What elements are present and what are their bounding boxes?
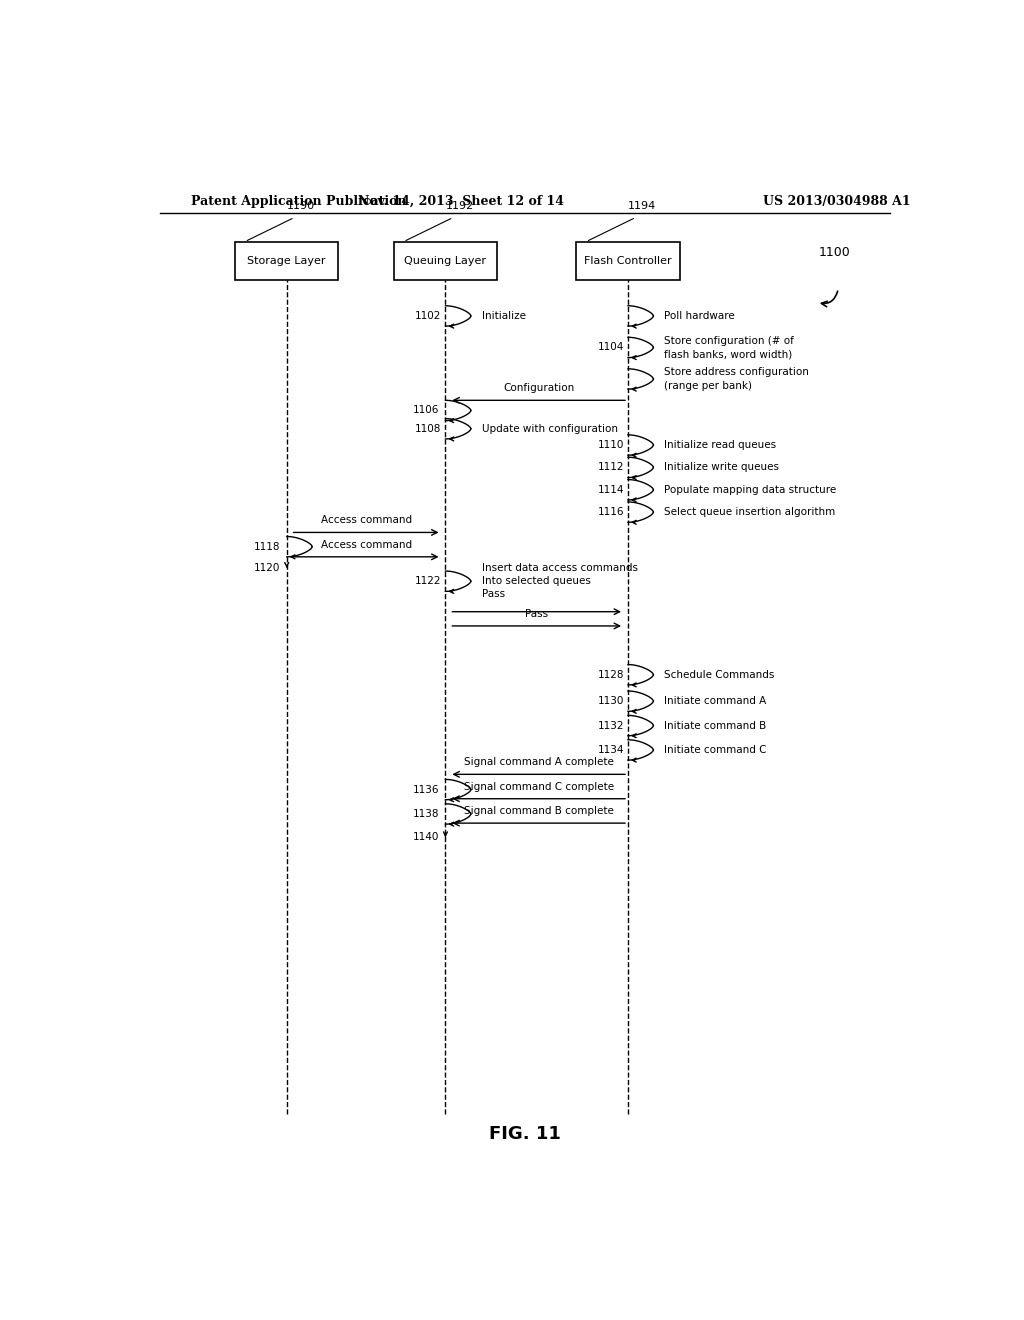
Text: 1192: 1192 — [445, 201, 474, 211]
FancyBboxPatch shape — [394, 242, 497, 280]
Text: Initiate command B: Initiate command B — [665, 721, 767, 730]
Text: Select queue insertion algorithm: Select queue insertion algorithm — [665, 507, 836, 517]
Text: Flash Controller: Flash Controller — [584, 256, 672, 267]
Text: FIG. 11: FIG. 11 — [488, 1125, 561, 1143]
Text: Patent Application Publication: Patent Application Publication — [191, 194, 407, 207]
Text: 1130: 1130 — [598, 696, 624, 706]
Text: 1136: 1136 — [413, 784, 439, 795]
Text: Nov. 14, 2013  Sheet 12 of 14: Nov. 14, 2013 Sheet 12 of 14 — [358, 194, 564, 207]
Text: 1118: 1118 — [254, 541, 281, 552]
Text: Store address configuration
(range per bank): Store address configuration (range per b… — [665, 367, 809, 391]
Text: 1114: 1114 — [597, 484, 624, 495]
Text: Pass: Pass — [525, 609, 548, 619]
Text: 1120: 1120 — [254, 564, 281, 573]
Text: 1128: 1128 — [597, 669, 624, 680]
Text: 1140: 1140 — [413, 833, 439, 842]
FancyArrowPatch shape — [821, 292, 838, 306]
Text: 1122: 1122 — [415, 577, 441, 586]
Text: Access command: Access command — [321, 540, 412, 549]
Text: Schedule Commands: Schedule Commands — [665, 669, 775, 680]
Text: Storage Layer: Storage Layer — [248, 256, 326, 267]
Text: 1102: 1102 — [415, 312, 441, 321]
Text: 1138: 1138 — [413, 809, 439, 818]
Text: Initialize write queues: Initialize write queues — [665, 462, 779, 473]
Text: Poll hardware: Poll hardware — [665, 312, 735, 321]
Text: Initialize read queues: Initialize read queues — [665, 440, 776, 450]
Text: Populate mapping data structure: Populate mapping data structure — [665, 484, 837, 495]
Text: Initialize: Initialize — [482, 312, 526, 321]
Text: Access command: Access command — [321, 515, 412, 525]
Text: 1116: 1116 — [597, 507, 624, 517]
Text: Queuing Layer: Queuing Layer — [404, 256, 486, 267]
Text: 1112: 1112 — [597, 462, 624, 473]
Text: 1132: 1132 — [597, 721, 624, 730]
Text: 1134: 1134 — [597, 744, 624, 755]
Text: Store configuration (# of
flash banks, word width): Store configuration (# of flash banks, w… — [665, 335, 795, 359]
Text: Insert data access commands
Into selected queues
Pass: Insert data access commands Into selecte… — [482, 564, 638, 599]
Text: Initiate command A: Initiate command A — [665, 696, 767, 706]
Text: 1110: 1110 — [598, 440, 624, 450]
Text: Initiate command C: Initiate command C — [665, 744, 767, 755]
FancyBboxPatch shape — [577, 242, 680, 280]
Text: Configuration: Configuration — [503, 383, 574, 393]
Text: 1108: 1108 — [415, 424, 441, 434]
Text: Signal command C complete: Signal command C complete — [464, 781, 613, 792]
Text: US 2013/0304988 A1: US 2013/0304988 A1 — [763, 194, 910, 207]
Text: 1106: 1106 — [413, 405, 439, 416]
Text: Signal command B complete: Signal command B complete — [464, 807, 613, 816]
FancyBboxPatch shape — [236, 242, 338, 280]
Text: 1194: 1194 — [628, 201, 656, 211]
Text: Signal command A complete: Signal command A complete — [464, 758, 613, 767]
Text: 1190: 1190 — [287, 201, 315, 211]
Text: 1104: 1104 — [598, 342, 624, 352]
Text: 1100: 1100 — [818, 247, 850, 260]
Text: Update with configuration: Update with configuration — [482, 424, 617, 434]
